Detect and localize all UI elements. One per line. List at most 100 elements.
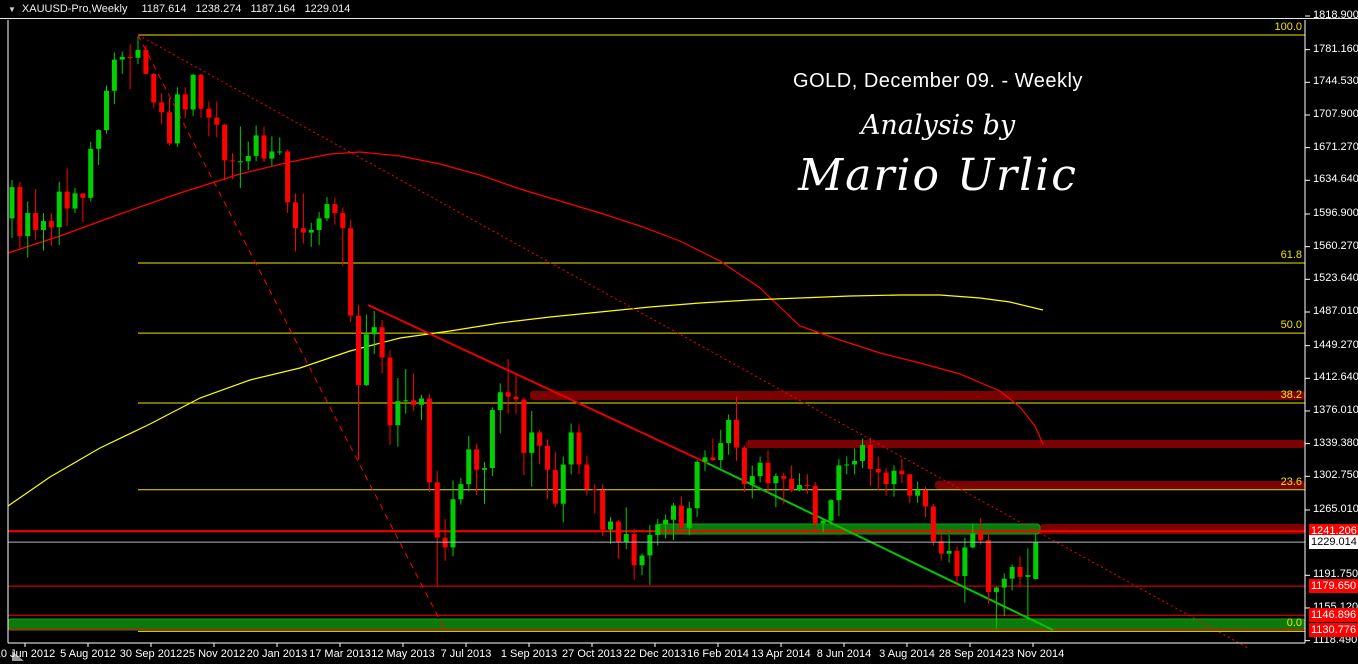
candle-37 bbox=[300, 228, 306, 233]
candle-117 bbox=[930, 506, 936, 542]
time-axis-label: 8 Jun 2014 bbox=[816, 648, 872, 660]
fib-level-label: 38.2 bbox=[1280, 389, 1302, 402]
candle-82 bbox=[655, 524, 661, 535]
price-axis-label: 1744.530 bbox=[1313, 75, 1358, 88]
candles-layer bbox=[9, 36, 1039, 629]
symbol-dropdown-icon[interactable]: ▼ bbox=[8, 4, 16, 14]
resistance-zone[interactable] bbox=[935, 481, 1305, 489]
candle-5 bbox=[48, 221, 54, 228]
candle-112 bbox=[891, 470, 897, 485]
candle-127 bbox=[1009, 567, 1015, 579]
candle-33 bbox=[269, 151, 275, 159]
candle-35 bbox=[285, 151, 291, 203]
candle-73 bbox=[584, 464, 590, 490]
candle-81 bbox=[647, 534, 653, 556]
candle-17 bbox=[143, 49, 149, 74]
candle-8 bbox=[72, 193, 78, 209]
candle-41 bbox=[332, 204, 338, 214]
symbol-timeframe-label: XAUUSD-Pro,Weekly bbox=[21, 3, 128, 15]
candle-101 bbox=[804, 485, 810, 487]
time-axis-label: 1 Sep 2013 bbox=[500, 648, 558, 660]
candle-43 bbox=[348, 228, 354, 316]
resistance-zone[interactable] bbox=[746, 440, 1305, 448]
candle-52 bbox=[419, 398, 424, 405]
candle-31 bbox=[253, 135, 259, 156]
ohlc-high-value: 1238.274 bbox=[195, 3, 242, 15]
candle-44 bbox=[356, 315, 361, 386]
level-price-tag: 1146.896 bbox=[1309, 608, 1358, 623]
price-axis-label: 1781.160 bbox=[1313, 42, 1358, 55]
resistance-zone[interactable] bbox=[530, 391, 1305, 400]
candle-32 bbox=[261, 135, 267, 159]
candle-3 bbox=[33, 213, 39, 230]
candle-7 bbox=[64, 191, 70, 209]
time-axis-label: 10 Jun 2012 bbox=[0, 648, 56, 660]
fib-level-label: 61.8 bbox=[1280, 249, 1302, 262]
candle-18 bbox=[151, 73, 157, 103]
ma-yellow-line[interactable] bbox=[7, 294, 1044, 507]
red-channel-line[interactable] bbox=[367, 304, 708, 464]
price-axis-label: 1376.010 bbox=[1313, 403, 1358, 416]
price-axis-label: 1634.640 bbox=[1313, 173, 1358, 186]
long-downtrend-line[interactable] bbox=[137, 34, 1249, 649]
candle-1 bbox=[17, 187, 23, 237]
candle-58 bbox=[466, 449, 472, 485]
candle-97 bbox=[773, 476, 779, 484]
candle-122 bbox=[970, 533, 976, 548]
candle-129 bbox=[1025, 575, 1031, 577]
fib-level-label: 50.0 bbox=[1280, 319, 1302, 332]
candle-34 bbox=[277, 151, 283, 153]
candle-88 bbox=[702, 457, 708, 462]
time-axis-label: 23 Nov 2014 bbox=[1001, 648, 1065, 660]
candle-63 bbox=[505, 392, 511, 397]
price-axis-label: 1339.380 bbox=[1313, 436, 1358, 449]
candle-74 bbox=[592, 489, 598, 491]
candle-106 bbox=[844, 464, 850, 466]
candle-124 bbox=[986, 540, 991, 593]
candle-125 bbox=[993, 587, 999, 593]
candle-121 bbox=[962, 547, 968, 576]
candle-113 bbox=[899, 470, 905, 475]
candle-54 bbox=[434, 482, 440, 538]
candle-123 bbox=[978, 533, 984, 541]
ohlc-open-value: 1187.614 bbox=[141, 3, 187, 15]
candle-45 bbox=[363, 334, 369, 386]
ma-red-line[interactable] bbox=[7, 151, 1044, 445]
candle-42 bbox=[340, 213, 346, 229]
candle-69 bbox=[552, 469, 558, 504]
candle-130 bbox=[1033, 542, 1039, 579]
scroll-marker-icon[interactable] bbox=[12, 651, 24, 661]
candle-118 bbox=[938, 541, 944, 554]
green-downtrend-line[interactable] bbox=[706, 462, 1054, 631]
candle-39 bbox=[316, 218, 322, 230]
candle-9 bbox=[80, 193, 86, 198]
candle-16 bbox=[135, 49, 141, 58]
time-axis-label: 3 Aug 2014 bbox=[879, 648, 935, 660]
time-axis-label: 22 Dec 2013 bbox=[623, 648, 687, 660]
candle-107 bbox=[852, 460, 858, 465]
candle-22 bbox=[182, 94, 188, 110]
candle-14 bbox=[119, 56, 125, 60]
candle-78 bbox=[623, 534, 629, 543]
candle-24 bbox=[198, 74, 204, 109]
chart-title-bar[interactable]: ▼ XAUUSD-Pro,Weekly 1187.614 1238.274 11… bbox=[0, 0, 1358, 19]
candle-77 bbox=[615, 521, 621, 543]
candle-10 bbox=[88, 148, 94, 198]
candle-12 bbox=[104, 90, 109, 131]
steep-downtrend-line[interactable] bbox=[137, 34, 446, 631]
candle-62 bbox=[497, 392, 503, 411]
candle-84 bbox=[671, 505, 676, 520]
candle-71 bbox=[568, 432, 574, 465]
candle-92 bbox=[734, 419, 739, 448]
candle-120 bbox=[954, 551, 960, 576]
candle-100 bbox=[797, 485, 802, 491]
resistance-zone[interactable] bbox=[1040, 524, 1305, 534]
candle-96 bbox=[765, 462, 771, 484]
candle-40 bbox=[324, 204, 330, 219]
candle-23 bbox=[190, 74, 196, 110]
current-price-tag: 1229.014 bbox=[1309, 535, 1358, 550]
candle-68 bbox=[545, 445, 550, 470]
analysis-subtitle: Analysis by bbox=[860, 110, 1016, 141]
fib-level-label: 23.6 bbox=[1280, 475, 1302, 488]
